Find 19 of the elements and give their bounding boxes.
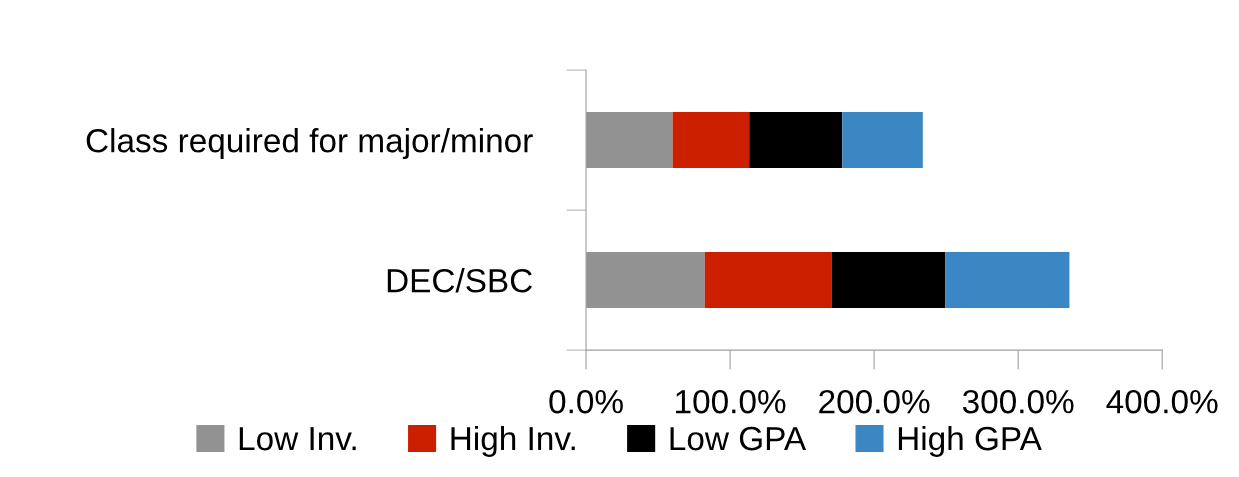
x-tick-label: 300.0% (962, 389, 1074, 414)
legend-label: Low Inv. (239, 427, 356, 451)
x-tick-label: 400.0% (1106, 389, 1218, 414)
legend-label: Low GPA (670, 426, 807, 451)
bar (672, 112, 750, 169)
y-tick-label: Class required for major/minor (86, 128, 533, 160)
x-tick-label: 200.0% (819, 389, 930, 414)
y-tick-label: DEC/SBC (387, 268, 532, 293)
bar (586, 252, 705, 309)
bar (842, 112, 923, 169)
bar (945, 252, 1070, 309)
x-tick-label: 0.0% (549, 389, 623, 414)
bar (749, 112, 843, 169)
legend-label: High GPA (898, 425, 1042, 457)
bar (586, 112, 673, 169)
legend-label: High Inv. (451, 425, 575, 457)
x-tick-label: 100.0% (676, 389, 786, 414)
bar (831, 252, 946, 309)
bar (704, 252, 832, 309)
